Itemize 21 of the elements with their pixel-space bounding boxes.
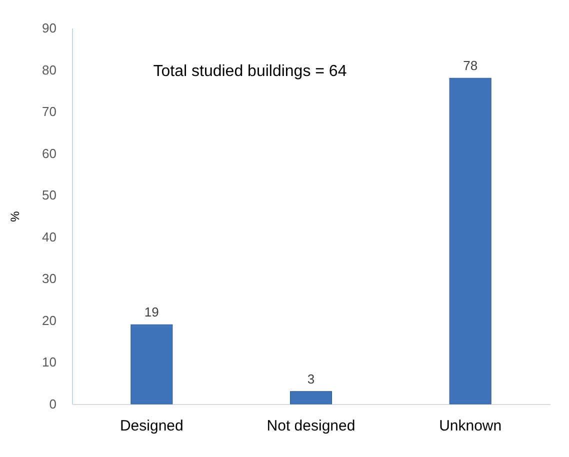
bar: [130, 324, 173, 404]
y-tick-label: 20: [42, 312, 56, 328]
y-axis-title: %: [8, 210, 22, 222]
y-tick-label: 0: [49, 396, 56, 412]
y-tick-label: 60: [42, 146, 56, 161]
y-tick-label: 80: [42, 62, 56, 78]
x-tick-label: Not designed: [266, 418, 356, 434]
bar: [449, 78, 492, 404]
data-label: 19: [144, 304, 159, 320]
y-tick-label: 40: [42, 229, 56, 244]
y-tick-label: 50: [42, 188, 56, 203]
y-tick-label: 70: [42, 104, 56, 120]
data-label: 78: [463, 58, 478, 74]
x-tick-label: Unknown: [439, 418, 502, 434]
y-tick-label: 10: [42, 354, 56, 370]
data-label: 3: [307, 371, 315, 386]
bar: [290, 391, 332, 404]
annotation: Total studied buildings = 64: [153, 63, 347, 80]
y-tick-label: 90: [42, 20, 56, 36]
x-tick-label: Designed: [120, 418, 184, 434]
y-tick-label: 30: [42, 271, 56, 286]
